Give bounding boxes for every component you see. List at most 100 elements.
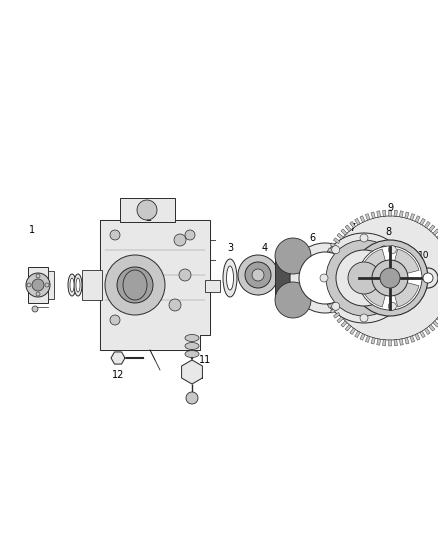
Bar	[205, 280, 220, 292]
Polygon shape	[410, 214, 415, 220]
Polygon shape	[360, 216, 365, 222]
Polygon shape	[328, 303, 334, 308]
Polygon shape	[377, 211, 381, 217]
Circle shape	[418, 268, 438, 288]
Polygon shape	[322, 282, 328, 285]
Circle shape	[380, 246, 388, 254]
Polygon shape	[433, 321, 438, 327]
Circle shape	[275, 238, 311, 274]
Polygon shape	[429, 325, 435, 331]
Circle shape	[319, 233, 409, 323]
Polygon shape	[350, 221, 356, 228]
Polygon shape	[350, 328, 356, 335]
Bar	[82, 270, 102, 300]
Circle shape	[352, 240, 428, 316]
Polygon shape	[323, 287, 329, 291]
Text: 3: 3	[227, 243, 233, 253]
Circle shape	[388, 246, 396, 254]
Circle shape	[110, 230, 120, 240]
Polygon shape	[394, 210, 397, 216]
Ellipse shape	[70, 278, 74, 292]
Circle shape	[245, 262, 271, 288]
Circle shape	[45, 283, 49, 287]
Polygon shape	[377, 339, 381, 345]
Polygon shape	[424, 221, 430, 228]
Circle shape	[360, 234, 368, 242]
Bar	[120, 198, 175, 222]
Circle shape	[238, 255, 278, 295]
Polygon shape	[389, 340, 392, 346]
Bar	[48, 271, 54, 299]
Polygon shape	[341, 229, 347, 235]
Polygon shape	[328, 248, 334, 253]
Circle shape	[105, 255, 165, 315]
Circle shape	[36, 292, 40, 296]
Wedge shape	[361, 249, 390, 278]
Polygon shape	[111, 352, 125, 364]
Circle shape	[348, 262, 380, 294]
Polygon shape	[325, 298, 332, 303]
Circle shape	[360, 314, 368, 322]
Circle shape	[372, 260, 408, 296]
Circle shape	[332, 246, 340, 254]
Circle shape	[27, 283, 31, 287]
Polygon shape	[330, 243, 337, 248]
Polygon shape	[420, 331, 425, 337]
Circle shape	[186, 392, 198, 404]
Circle shape	[117, 267, 153, 303]
Polygon shape	[325, 253, 332, 258]
Circle shape	[328, 216, 438, 340]
Text: 4: 4	[262, 243, 268, 253]
Circle shape	[26, 273, 50, 297]
Circle shape	[169, 299, 181, 311]
Polygon shape	[355, 219, 360, 225]
Polygon shape	[322, 271, 328, 274]
Polygon shape	[405, 212, 409, 219]
Polygon shape	[424, 328, 430, 335]
Polygon shape	[341, 321, 347, 327]
Polygon shape	[389, 210, 392, 216]
Circle shape	[32, 306, 38, 312]
Text: 10: 10	[418, 251, 430, 260]
Polygon shape	[399, 339, 403, 345]
Circle shape	[388, 302, 396, 310]
Polygon shape	[399, 211, 403, 217]
Polygon shape	[394, 340, 397, 346]
Ellipse shape	[123, 270, 147, 300]
Ellipse shape	[68, 274, 76, 296]
Text: 7: 7	[349, 223, 355, 233]
Polygon shape	[433, 229, 438, 235]
Ellipse shape	[185, 335, 199, 342]
Circle shape	[332, 302, 340, 310]
Polygon shape	[323, 265, 329, 269]
Circle shape	[275, 282, 311, 318]
Circle shape	[179, 269, 191, 281]
Polygon shape	[333, 238, 340, 244]
Polygon shape	[324, 259, 331, 263]
Wedge shape	[390, 278, 419, 307]
Text: 6: 6	[309, 233, 315, 243]
Wedge shape	[361, 278, 390, 307]
Circle shape	[380, 268, 400, 288]
Polygon shape	[355, 331, 360, 337]
Polygon shape	[437, 233, 438, 239]
Circle shape	[299, 252, 351, 304]
Polygon shape	[182, 360, 202, 384]
Polygon shape	[345, 325, 351, 331]
Polygon shape	[337, 317, 343, 323]
Circle shape	[320, 274, 328, 282]
Text: 8: 8	[385, 227, 391, 237]
Polygon shape	[437, 317, 438, 323]
Polygon shape	[365, 336, 370, 342]
Bar	[28, 267, 48, 303]
Polygon shape	[415, 334, 420, 340]
Polygon shape	[365, 214, 370, 220]
Text: 1: 1	[29, 225, 35, 235]
Circle shape	[358, 246, 422, 310]
Polygon shape	[371, 212, 375, 219]
Polygon shape	[383, 210, 386, 216]
Ellipse shape	[223, 259, 237, 297]
Circle shape	[326, 240, 402, 316]
Polygon shape	[383, 340, 386, 346]
Polygon shape	[410, 336, 415, 342]
